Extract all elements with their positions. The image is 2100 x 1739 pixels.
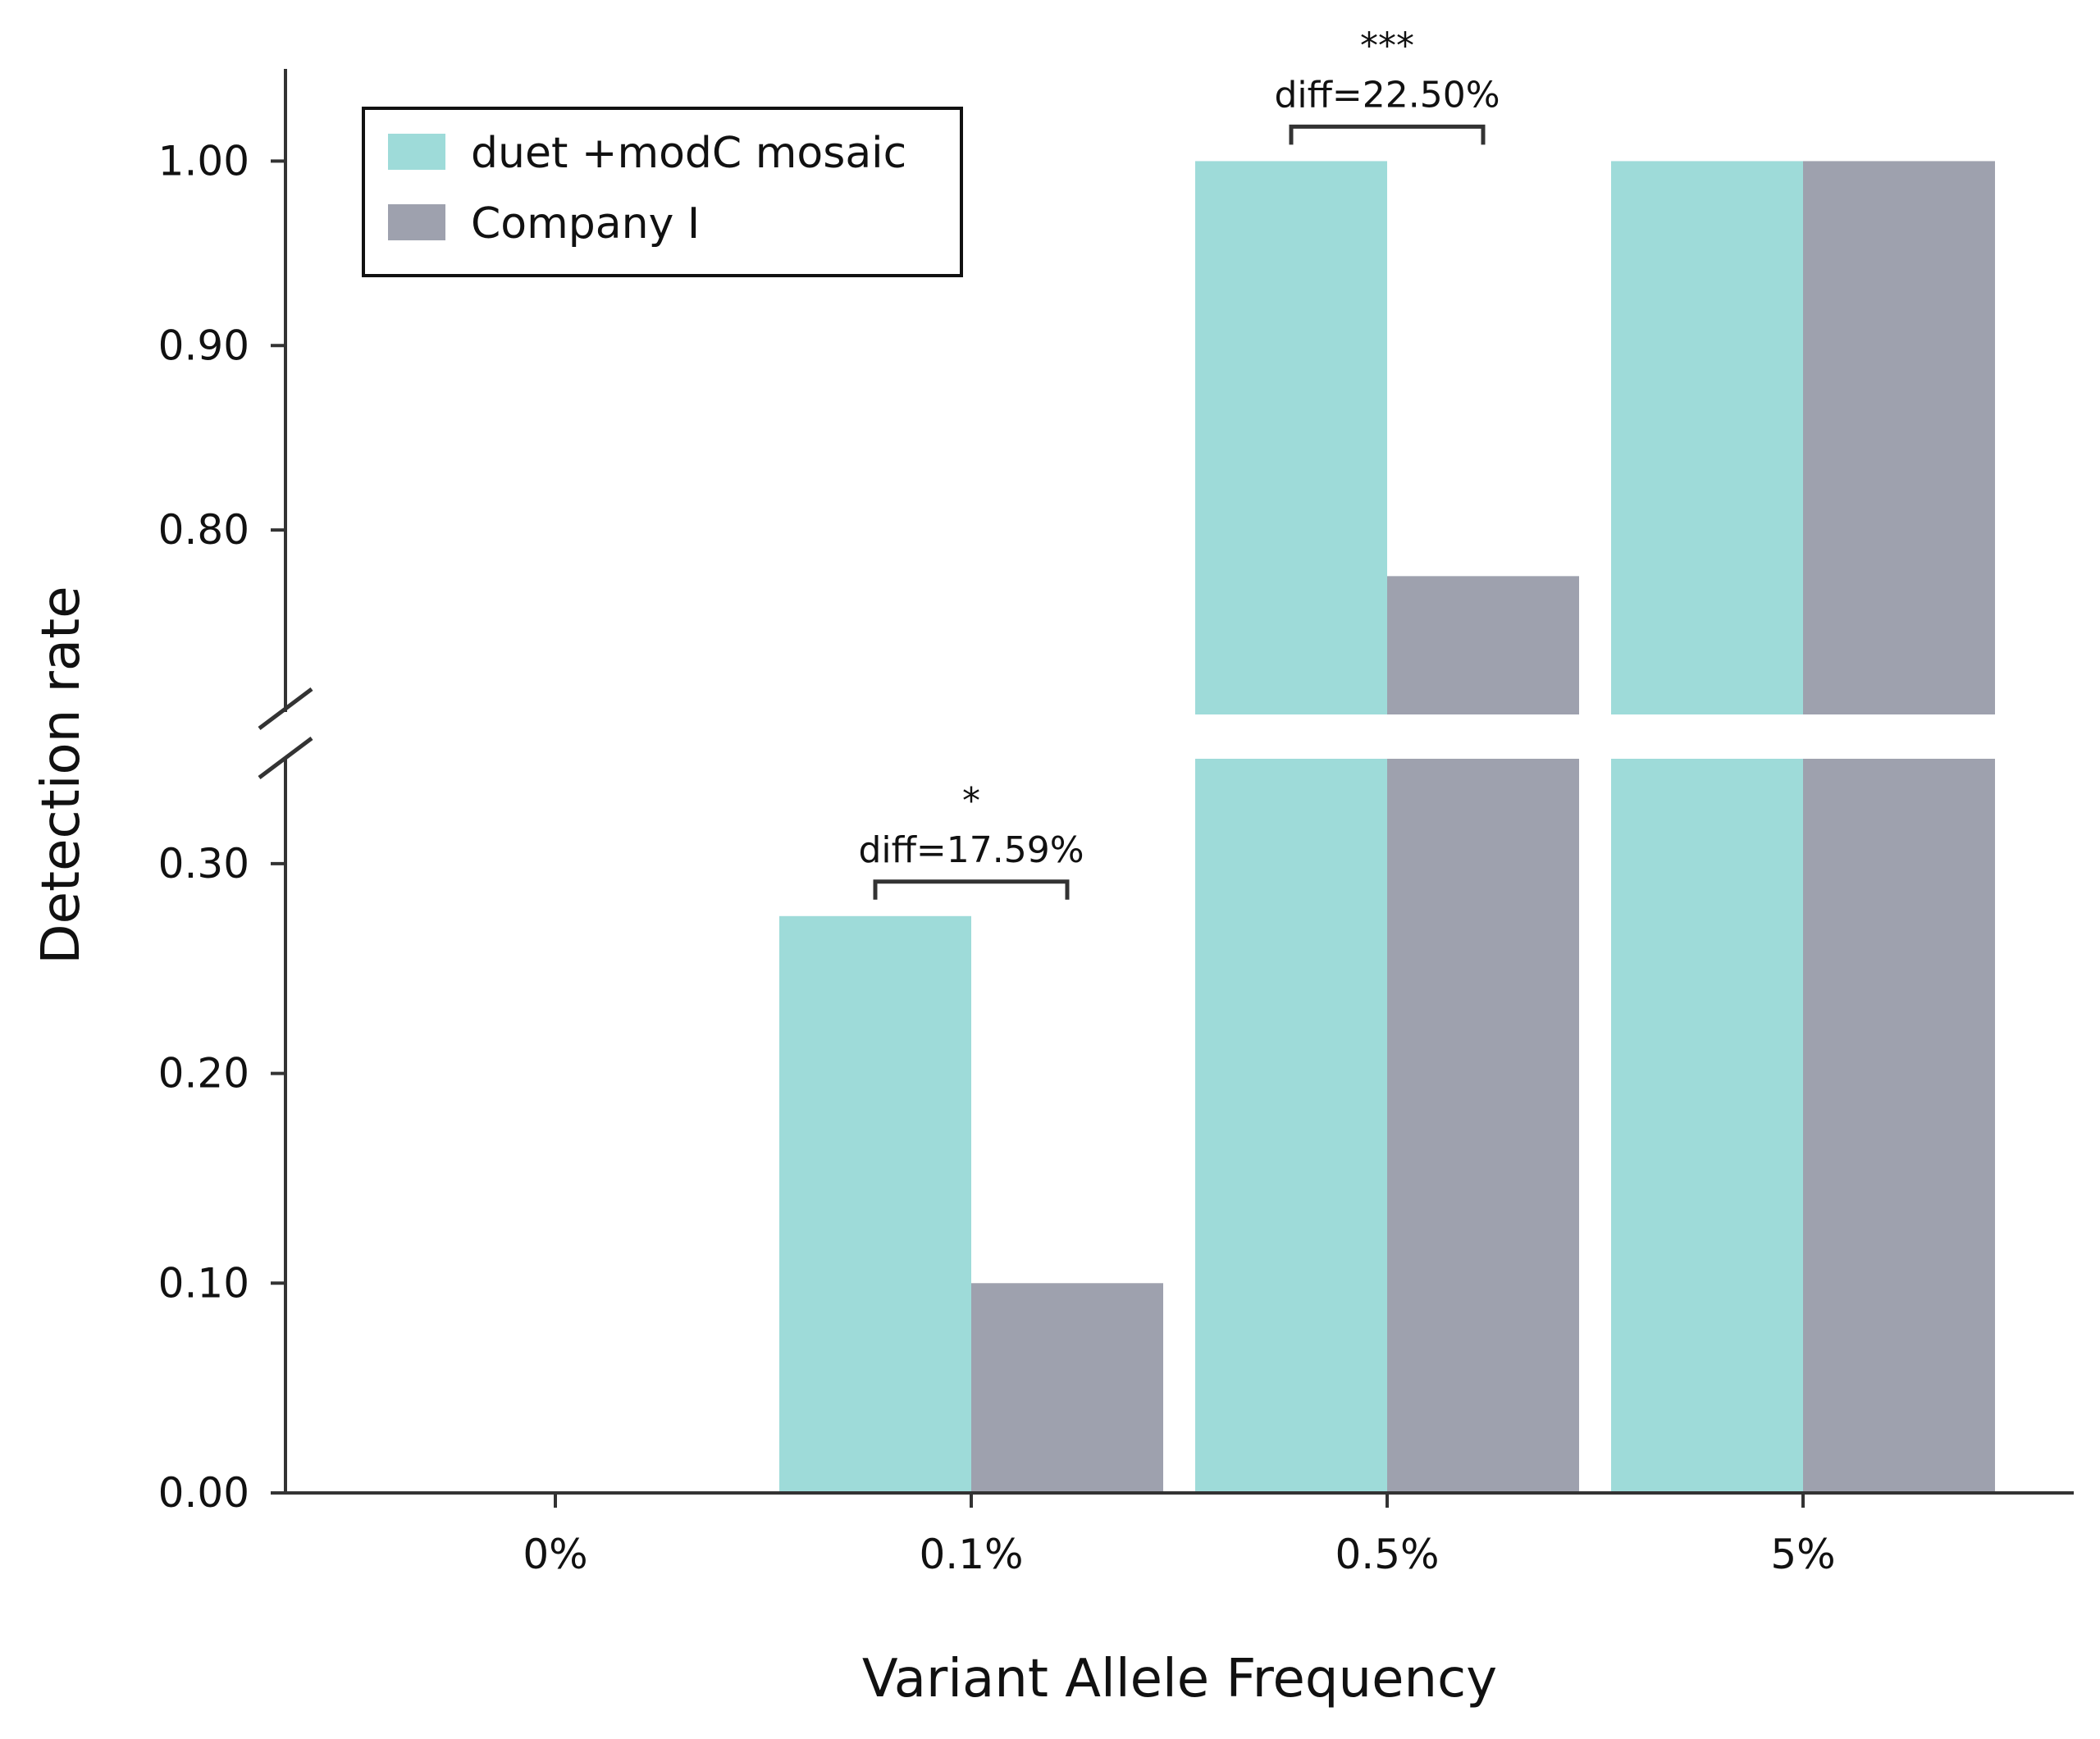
bar-lower-series-1-0.5%: [1195, 759, 1387, 1493]
diff-label: diff=17.59%: [858, 829, 1084, 871]
y-tick-label: 1.00: [158, 137, 249, 185]
y-axis-title: Detection rate: [31, 586, 92, 964]
legend-swatch-series-1: [388, 134, 445, 170]
bar-lower-series-2-0.5%: [1387, 759, 1579, 1493]
legend-label-series-2: Company I: [471, 199, 700, 249]
x-axis-title: Variant Allele Frequency: [862, 1649, 1497, 1709]
y-tick-label: 0.30: [158, 840, 249, 888]
y-tick-label: 0.00: [158, 1469, 249, 1517]
significance-bracket: [1289, 124, 1486, 145]
bar-lower-series-2-0.1%: [971, 1283, 1163, 1493]
y-axis: [258, 69, 313, 1493]
x-tick-label: 0.5%: [1335, 1531, 1439, 1578]
x-ticks: 0% 0.1% 0.5% 5%: [523, 1493, 1836, 1578]
lower-panel-bars: [779, 759, 1995, 1493]
legend: duet +modC mosaic Company I: [362, 107, 963, 277]
bar-lower-series-1-5%: [1611, 759, 1803, 1493]
axis-break-mark-upper: [258, 687, 313, 730]
legend-box: [362, 107, 963, 277]
x-tick-label: 0.1%: [919, 1531, 1023, 1578]
x-tick-label: 5%: [1770, 1531, 1835, 1578]
y-ticks: 0.00 0.10 0.20 0.30 0.80 0.90 1.00: [158, 137, 285, 1517]
y-tick-label: 0.20: [158, 1050, 249, 1098]
significance-stars: ***: [1360, 25, 1414, 66]
bar-upper-series-1-0.5%: [1195, 161, 1387, 714]
significance-stars: *: [962, 780, 980, 822]
bar-upper-series-2-5%: [1803, 161, 1995, 714]
diff-label: diff=22.50%: [1274, 74, 1500, 116]
bar-upper-series-1-5%: [1611, 161, 1803, 714]
significance-annotations: diff=17.59% * diff=22.50% ***: [858, 25, 1500, 900]
x-tick-label: 0%: [523, 1531, 587, 1578]
bar-lower-series-1-0.1%: [779, 915, 971, 1493]
legend-swatch-series-2: [388, 204, 445, 240]
upper-panel-bars: [1195, 161, 1995, 714]
bar-upper-series-2-0.5%: [1387, 576, 1579, 714]
y-tick-label: 0.90: [158, 322, 249, 369]
y-tick-label: 0.10: [158, 1259, 249, 1307]
legend-label-series-1: duet +modC mosaic: [471, 129, 906, 178]
axis-break-mark-lower: [258, 737, 313, 779]
y-tick-label: 0.80: [158, 506, 249, 554]
significance-bracket: [873, 879, 1070, 900]
bar-lower-series-2-5%: [1803, 759, 1995, 1493]
